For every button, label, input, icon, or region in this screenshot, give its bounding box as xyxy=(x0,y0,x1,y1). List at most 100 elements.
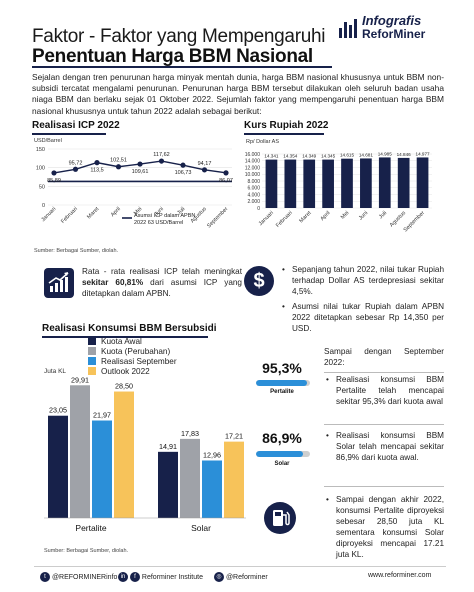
bbm-heading: Realisasi Konsumsi BBM Bersubsidi xyxy=(42,323,217,334)
logo-bars-icon xyxy=(339,19,357,38)
footer-divider xyxy=(34,566,446,567)
bbm-data-label: 28,50 xyxy=(115,382,133,391)
bbm-category-label: Solar xyxy=(191,523,211,533)
gauge-label-pertalite: Pertalite xyxy=(270,389,294,395)
bbm-data-label: 12,96 xyxy=(203,450,221,459)
icp-point xyxy=(51,170,57,176)
kurs-bar xyxy=(397,157,410,208)
bbm-legend-label: Realisasi September xyxy=(101,356,177,366)
bbm-legend-label: Kuota (Perubahan) xyxy=(101,346,171,356)
kurs-notes: Sepanjang tahun 2022, nilai tukar Rupiah… xyxy=(282,264,444,338)
linkedin-icon: in xyxy=(118,572,128,582)
kurs-xtick-label: Februari xyxy=(275,210,294,229)
icp-xtick-label: Mei xyxy=(133,206,144,217)
icp-unit-label: USD/Barrel xyxy=(34,138,62,144)
bbm-bar xyxy=(114,391,134,518)
kurs-data-label: 14.615 xyxy=(340,153,354,158)
divider xyxy=(324,486,444,487)
icp-note-bold: sekitar 60,81% xyxy=(82,278,144,287)
gauge-fill-solar xyxy=(256,451,303,457)
gauge-value-solar: 86,9% xyxy=(262,430,302,446)
website-link[interactable]: www.reforminer.com xyxy=(368,572,432,579)
icp-point xyxy=(72,166,79,172)
bbm-bar xyxy=(224,441,244,518)
kurs-unit-label: Rp/ Dollar AS xyxy=(246,139,280,145)
kurs-bar xyxy=(378,157,391,208)
divider xyxy=(324,372,444,373)
kurs-data-label: 14.977 xyxy=(416,151,430,156)
kurs-data-label: 14.985 xyxy=(378,151,392,156)
kurs-heading-underline xyxy=(244,133,324,135)
bbm-legend-swatch xyxy=(88,357,96,365)
kurs-heading: Kurs Rupiah 2022 xyxy=(244,120,329,131)
fuel-pump-icon xyxy=(264,502,296,534)
kurs-ytick-label: 12.000 xyxy=(245,165,261,171)
icp-point xyxy=(201,167,208,173)
bbm-legend-label: Outlook 2022 xyxy=(101,366,150,376)
gauge-bar-solar xyxy=(256,451,310,457)
icp-data-label: 106,73 xyxy=(175,170,192,176)
twitter-icon: t xyxy=(40,572,50,582)
kurs-note-item: Sepanjang tahun 2022, nilai tukar Rupiah… xyxy=(282,264,444,297)
instagram-handle: @Reforminer xyxy=(225,573,268,581)
bbm-bar xyxy=(180,438,200,518)
icp-note-suffix: dari asumsi ICP yang ditetapkan dalam AP… xyxy=(82,278,242,298)
kurs-xtick-label: Juni xyxy=(358,210,369,221)
icp-ytick-label: 150 xyxy=(36,147,45,153)
right-note-item: Sampai dengan akhir 2022, konsumsi Perta… xyxy=(326,494,444,560)
bbm-legend: Kuota Awal Kuota (Perubahan) Realisasi Sep… xyxy=(88,336,238,376)
bbm-unit-label: Juta KL xyxy=(44,368,67,375)
bbm-data-label: 14,91 xyxy=(159,442,177,451)
bbm-bar xyxy=(92,420,112,518)
facebook-link[interactable]: in f Reforminer Institute xyxy=(118,572,203,582)
icp-legend-line2: 2022 63 USD/Barrel xyxy=(134,220,183,226)
icp-note: Rata - rata realisasi ICP telah meningka… xyxy=(82,266,242,299)
kurs-data-label: 14.341 xyxy=(264,154,278,159)
kurs-xtick-label: Agustus xyxy=(389,210,407,228)
gauge-label-solar: Solar xyxy=(274,461,290,467)
icp-xtick-label: September xyxy=(206,206,229,229)
icp-heading: Realisasi ICP 2022 xyxy=(32,120,120,131)
bbm-legend-item: Kuota (Perubahan) xyxy=(88,346,238,356)
kurs-bar xyxy=(303,159,316,208)
icp-point xyxy=(94,160,100,166)
divider xyxy=(324,424,444,425)
kurs-bar xyxy=(284,159,297,208)
reforminer-logo: Infografis ReforMiner xyxy=(338,12,462,42)
icp-point xyxy=(223,170,229,176)
kurs-note-item: Asumsi nilai tukar Rupiah dalam APBN 202… xyxy=(282,301,444,334)
kurs-data-label: 14.846 xyxy=(397,152,411,157)
kurs-data-label: 14.354 xyxy=(283,154,297,159)
kurs-ytick-label: 16.000 xyxy=(245,152,261,158)
bbm-legend-label: Kuota Awal xyxy=(101,336,142,346)
kurs-xtick-label: April xyxy=(319,210,331,222)
right-note-2: Realisasi konsumsi BBM Solar telah menca… xyxy=(326,430,444,467)
facebook-icon: f xyxy=(129,572,140,582)
kurs-ytick-label: 6.000 xyxy=(247,186,260,192)
icp-line-chart: 0 50 100 150 85,89 95,72 113,5 102,51 109,61 117,… xyxy=(36,147,233,229)
bbm-data-label: 23,05 xyxy=(49,406,67,415)
bbm-heading-underline xyxy=(42,336,208,338)
kurs-ytick-label: 2.000 xyxy=(247,199,260,205)
icp-data-label: 102,51 xyxy=(110,158,127,164)
icp-data-label: 117,62 xyxy=(153,152,169,158)
icp-point xyxy=(137,161,143,167)
intro-paragraph: Sejalan dengan tren penurunan harga miny… xyxy=(32,72,444,116)
instagram-link[interactable]: ◎ @Reforminer xyxy=(214,572,268,582)
kurs-ytick-label: 10.000 xyxy=(245,172,261,178)
bbm-legend-swatch xyxy=(88,367,96,375)
rising-chart-icon xyxy=(44,268,74,298)
bbm-legend-swatch xyxy=(88,347,96,355)
logo-text-infografis: Infografis xyxy=(362,13,422,28)
gauge-bar-pertalite xyxy=(256,380,310,386)
icp-point xyxy=(115,164,122,170)
icp-data-label: 85,89 xyxy=(47,178,61,184)
bbm-bar xyxy=(202,460,222,518)
bbm-source: Sumber: Berbagai Sumber, diolah. xyxy=(44,548,129,554)
bbm-legend-item: Realisasi September xyxy=(88,356,238,366)
icp-data-label: 113,5 xyxy=(90,168,103,174)
right-note-item: Realisasi konsumsi BBM Pertalite telah m… xyxy=(326,374,444,407)
twitter-link[interactable]: t @REFORMINERinfo xyxy=(40,572,117,582)
bbm-data-label: 21,97 xyxy=(93,411,111,420)
title-underline xyxy=(32,66,332,68)
